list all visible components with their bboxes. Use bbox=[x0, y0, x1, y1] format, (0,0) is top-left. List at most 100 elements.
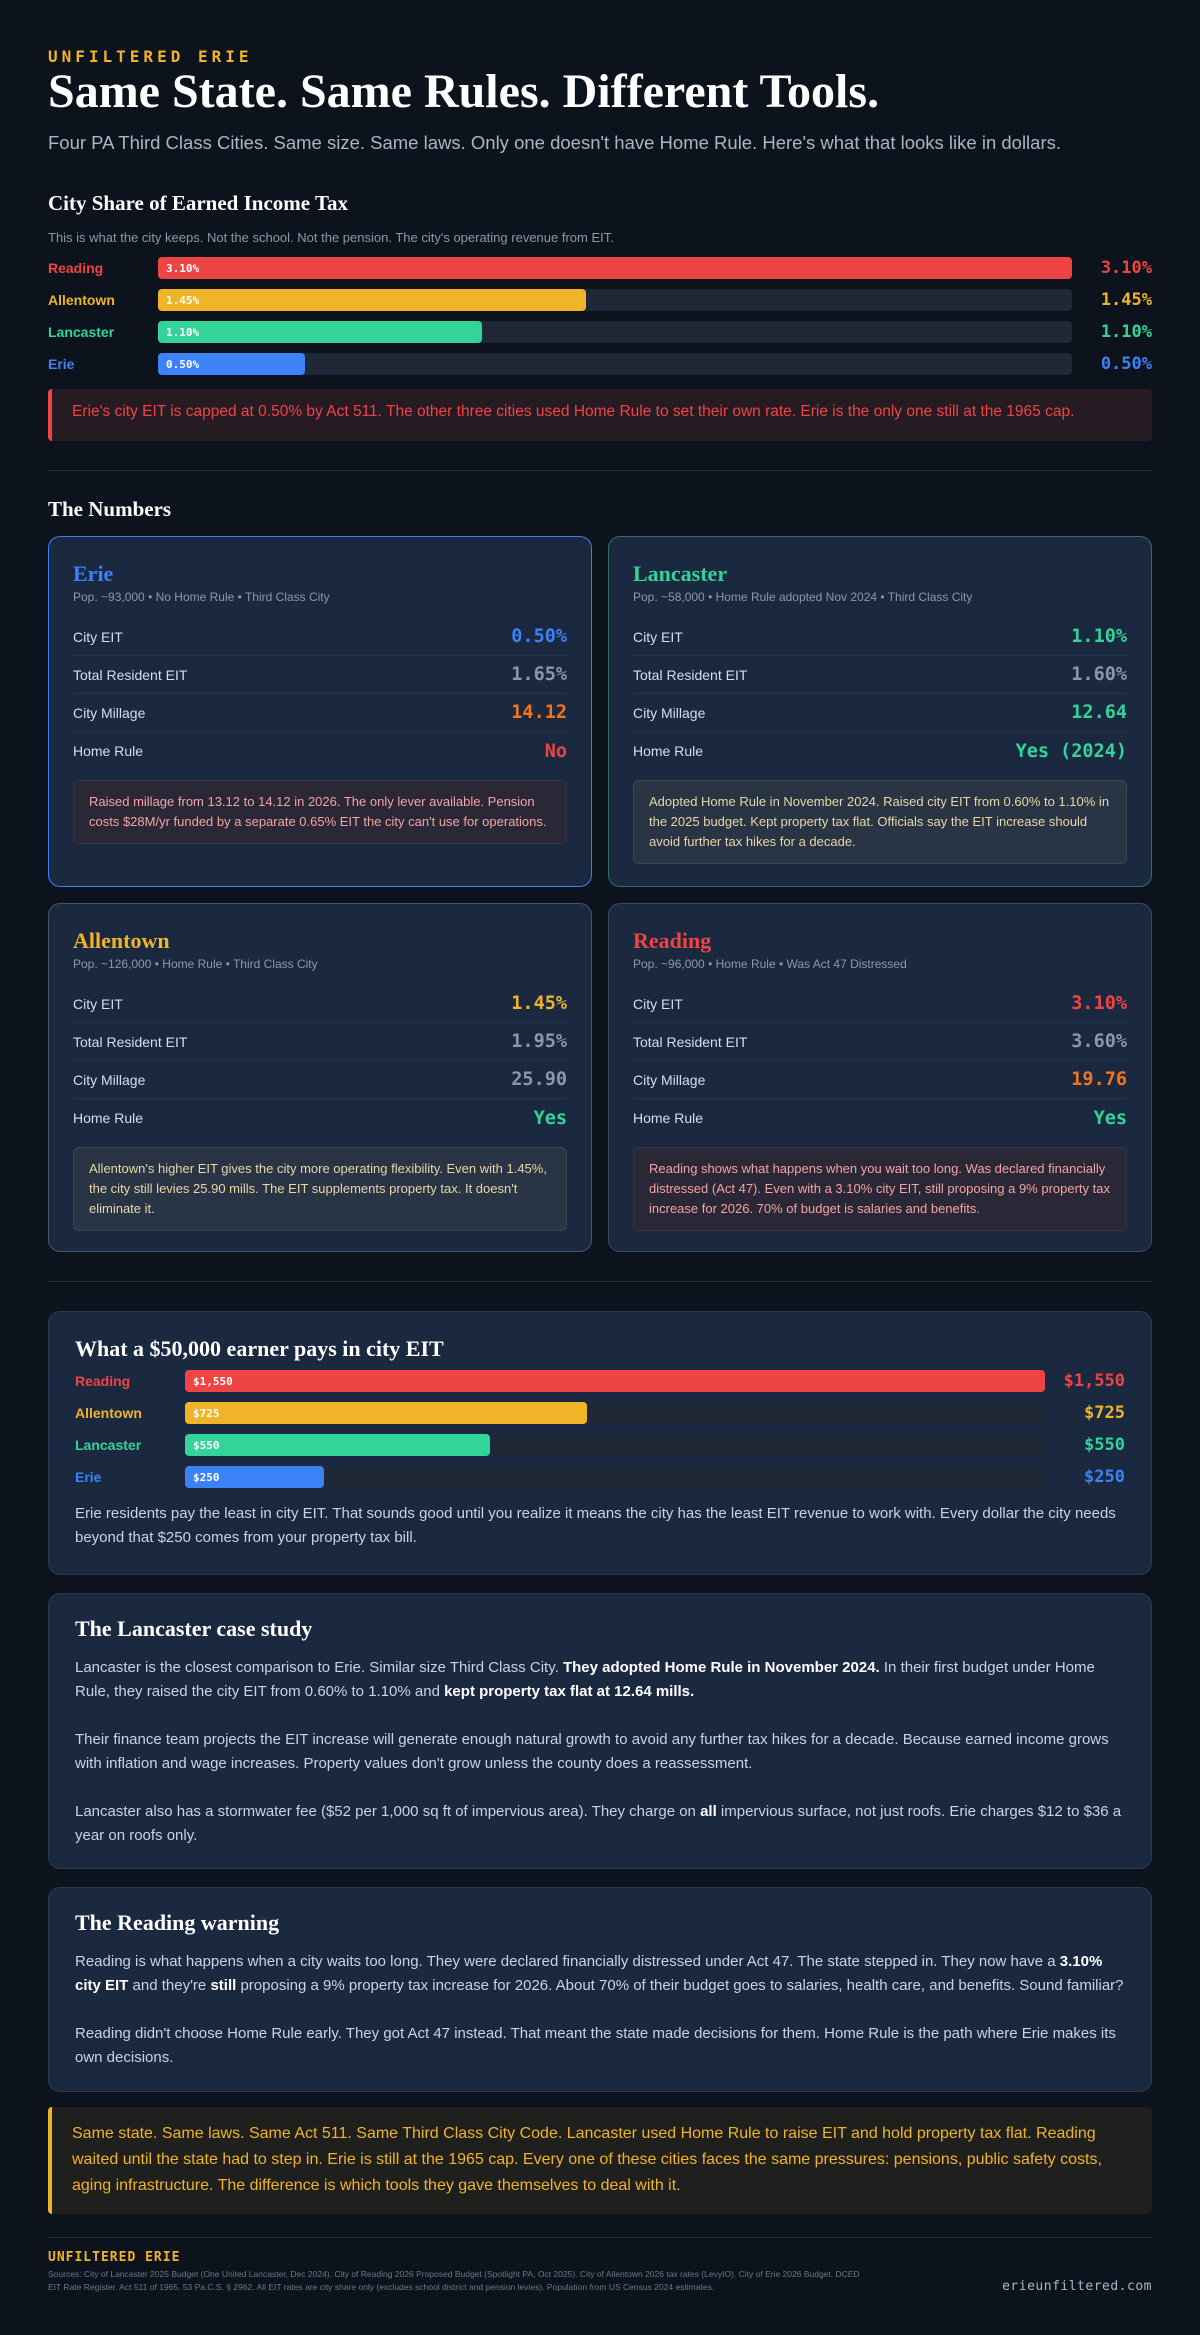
bar-inner-label: 0.50% bbox=[166, 358, 200, 371]
stat-label: City EIT bbox=[633, 995, 683, 1012]
stat-label: City Millage bbox=[633, 704, 706, 721]
bar: $550 bbox=[185, 1434, 491, 1456]
bar-inner-label: $250 bbox=[193, 1471, 220, 1484]
stat-row: City EIT 1.10% bbox=[633, 618, 1127, 656]
city-card-allentown: Allentown Pop. ~126,000 • Home Rule • Thi… bbox=[48, 903, 592, 1252]
bar-value-label: 1.45% bbox=[1100, 290, 1152, 310]
bar-inner-label: 1.45% bbox=[166, 294, 200, 307]
stat-value: 19.76 bbox=[1071, 1069, 1127, 1090]
stat-row: Home Rule No bbox=[73, 732, 567, 770]
reading-warning-paragraph: Reading didn't choose Home Rule early. T… bbox=[75, 2025, 1116, 2066]
bar-value-label: $250 bbox=[1084, 1467, 1125, 1487]
bar-value-label: 0.50% bbox=[1100, 354, 1152, 374]
bar-category-label: Lancaster bbox=[75, 1437, 142, 1453]
bar-category-label: Reading bbox=[75, 1373, 131, 1389]
stat-label: City EIT bbox=[633, 628, 683, 645]
stat-row: Home Rule Yes bbox=[633, 1099, 1127, 1137]
stat-row: Home Rule Yes (2024) bbox=[633, 732, 1127, 770]
city-meta: Pop. ~93,000 • No Home Rule • Third Clas… bbox=[73, 590, 330, 604]
closing-callout: Same state. Same laws. Same Act 511. Sam… bbox=[48, 2107, 1152, 2214]
bar-row: Lancaster 1.10% 1.10% bbox=[48, 321, 1152, 343]
city-name: Lancaster bbox=[633, 561, 728, 586]
bar-inner-label: 3.10% bbox=[166, 262, 200, 275]
stat-label: Total Resident EIT bbox=[633, 666, 748, 683]
city-note: Adopted Home Rule in November 2024. Rais… bbox=[633, 780, 1127, 864]
stat-row: Total Resident EIT 1.95% bbox=[73, 1023, 567, 1061]
bar-inner-label: 1.10% bbox=[166, 326, 200, 339]
bar-value-label: 3.10% bbox=[1100, 258, 1152, 278]
brand-eyebrow: UNFILTERED ERIE bbox=[48, 47, 253, 66]
stat-row: City EIT 0.50% bbox=[73, 618, 567, 656]
city-stats: City EIT 1.10% Total Resident EIT 1.60% City… bbox=[633, 618, 1127, 770]
earner-chart: Reading $1,550 $1,550 Allentown $725 $725 Lanc… bbox=[75, 1362, 1125, 1502]
eit-share-title: City Share of Earned Income Tax bbox=[48, 191, 349, 215]
stat-label: Home Rule bbox=[633, 1110, 704, 1126]
stat-value: 12.64 bbox=[1071, 702, 1127, 723]
stat-label: Home Rule bbox=[633, 743, 704, 759]
stat-value: Yes bbox=[1093, 1107, 1127, 1129]
stat-row: City Millage 14.12 bbox=[73, 694, 567, 732]
city-stats: City EIT 3.10% Total Resident EIT 3.60% City… bbox=[633, 985, 1127, 1137]
bar: 1.45% bbox=[158, 289, 586, 311]
stat-value: Yes (2024) bbox=[1015, 740, 1127, 762]
city-name: Allentown bbox=[73, 928, 170, 953]
city-meta: Pop. ~58,000 • Home Rule adopted Nov 202… bbox=[633, 590, 973, 604]
stat-value: 1.45% bbox=[511, 993, 567, 1014]
bar: $250 bbox=[185, 1466, 324, 1488]
footer-site-link[interactable]: erieunfiltered.com bbox=[1002, 2279, 1152, 2294]
reading-warning-panel: The Reading warning Reading is what happ… bbox=[48, 1887, 1152, 2092]
bar-inner-label: $725 bbox=[193, 1407, 220, 1420]
bar: 1.10% bbox=[158, 321, 483, 343]
bar-category-label: Lancaster bbox=[48, 324, 115, 340]
bar-row: Lancaster $550 $550 bbox=[75, 1434, 1125, 1456]
bar-track: $550 bbox=[185, 1434, 1045, 1456]
city-note: Reading shows what happens when you wait… bbox=[633, 1147, 1127, 1231]
bar-value-label: $550 bbox=[1084, 1435, 1125, 1455]
stat-value: 25.90 bbox=[511, 1069, 567, 1090]
stat-value: 14.12 bbox=[511, 702, 567, 723]
section-divider bbox=[48, 470, 1152, 471]
city-card-reading: Reading Pop. ~96,000 • Home Rule • Was Ac… bbox=[608, 903, 1152, 1252]
bar-row: Erie 0.50% 0.50% bbox=[48, 353, 1152, 375]
lancaster-case-panel: The Lancaster case study Lancaster is th… bbox=[48, 1593, 1152, 1869]
stat-value: 1.65% bbox=[511, 664, 567, 685]
stat-label: City Millage bbox=[73, 704, 146, 721]
bar-track: 1.45% bbox=[158, 289, 1072, 311]
lancaster-case-title: The Lancaster case study bbox=[75, 1616, 313, 1641]
bar-row: Reading 3.10% 3.10% bbox=[48, 257, 1152, 279]
bar-category-label: Allentown bbox=[75, 1405, 142, 1421]
earner-panel: What a $50,000 earner pays in city EIT R… bbox=[48, 1311, 1152, 1575]
stat-value: 3.60% bbox=[1071, 1031, 1127, 1052]
stat-row: City Millage 25.90 bbox=[73, 1061, 567, 1099]
stat-value: 0.50% bbox=[511, 626, 567, 647]
city-card-erie: Erie Pop. ~93,000 • No Home Rule • Third … bbox=[48, 536, 592, 887]
stat-row: Total Resident EIT 1.65% bbox=[73, 656, 567, 694]
bar-category-label: Erie bbox=[48, 356, 75, 372]
city-name: Erie bbox=[73, 561, 114, 586]
bar-track: 1.10% bbox=[158, 321, 1072, 343]
eit-share-note: This is what the city keeps. Not the sch… bbox=[48, 230, 614, 245]
footer-divider bbox=[48, 2237, 1152, 2238]
lancaster-case-paragraph: Lancaster also has a stormwater fee ($52… bbox=[75, 1803, 1122, 1844]
numbers-title: The Numbers bbox=[48, 497, 172, 521]
stat-label: City EIT bbox=[73, 995, 123, 1012]
stat-value: 3.10% bbox=[1071, 993, 1127, 1014]
reading-warning-title: The Reading warning bbox=[75, 1910, 280, 1935]
page-subtitle: Four PA Third Class Cities. Same size. S… bbox=[48, 132, 1062, 153]
bar-inner-label: $1,550 bbox=[193, 1375, 233, 1388]
earner-text: Erie residents pay the least in city EIT… bbox=[75, 1505, 1116, 1546]
stat-value: No bbox=[544, 740, 567, 762]
stat-label: City Millage bbox=[633, 1071, 706, 1088]
bar-category-label: Allentown bbox=[48, 292, 115, 308]
bar: $725 bbox=[185, 1402, 588, 1424]
bar-row: Reading $1,550 $1,550 bbox=[75, 1370, 1125, 1392]
city-stats: City EIT 1.45% Total Resident EIT 1.95% City… bbox=[73, 985, 567, 1137]
bar-category-label: Reading bbox=[48, 260, 104, 276]
bar-row: Allentown $725 $725 bbox=[75, 1402, 1125, 1424]
stat-value: 1.60% bbox=[1071, 664, 1127, 685]
bar-value-label: $1,550 bbox=[1063, 1371, 1125, 1391]
bar-track: $725 bbox=[185, 1402, 1045, 1424]
bar-row: Allentown 1.45% 1.45% bbox=[48, 289, 1152, 311]
page-title: Same State. Same Rules. Different Tools. bbox=[48, 65, 880, 118]
stat-label: City Millage bbox=[73, 1071, 146, 1088]
